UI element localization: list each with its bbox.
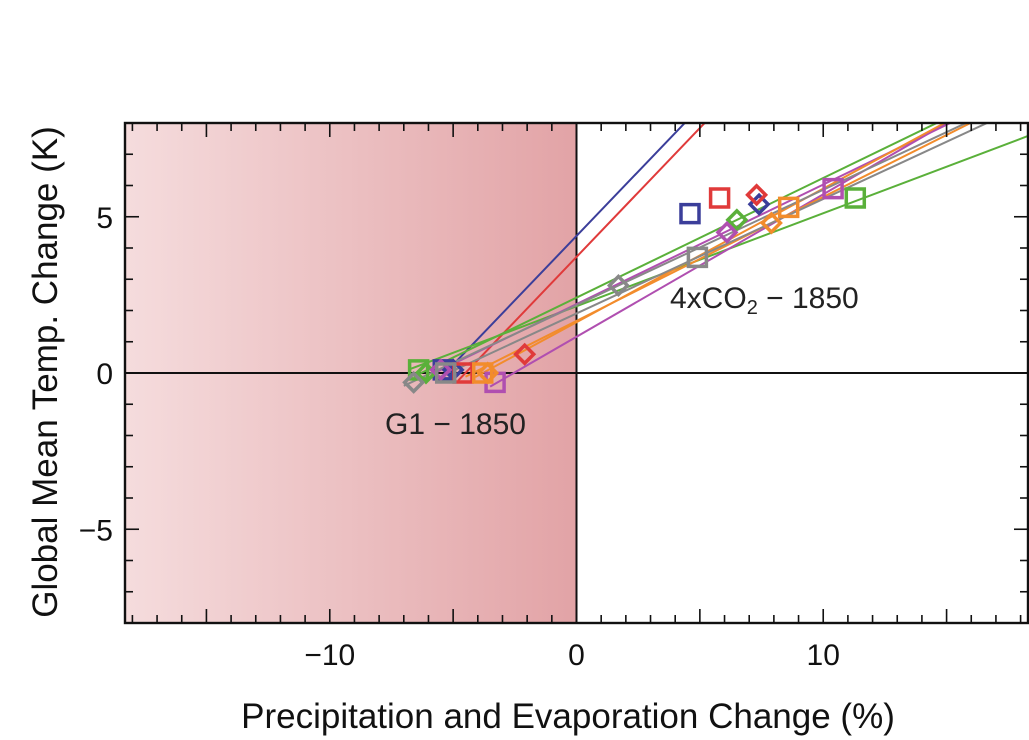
precipitation-marker bbox=[679, 202, 701, 225]
precipitation-marker bbox=[822, 177, 844, 200]
evaporation-marker bbox=[513, 342, 537, 366]
tick-marks bbox=[125, 123, 1028, 623]
precipitation-marker bbox=[471, 362, 494, 384]
evaporation-marker bbox=[715, 220, 739, 244]
evaporation-marker bbox=[725, 208, 749, 232]
precipitation-marker bbox=[844, 187, 867, 209]
precipitation-marker bbox=[686, 246, 709, 269]
co2-annotation-main: 4xCO bbox=[670, 282, 747, 315]
co2-annotation-subscript: 2 bbox=[747, 297, 758, 319]
precipitation-marker bbox=[434, 362, 457, 384]
fit-line bbox=[440, 123, 990, 378]
markers bbox=[402, 177, 867, 394]
evaporation-marker bbox=[476, 361, 500, 385]
evaporation-marker bbox=[745, 183, 769, 207]
fit-line bbox=[440, 123, 687, 379]
y-tick-label: 5 bbox=[96, 202, 113, 235]
co2-annotation: 4xCO2 − 1850 bbox=[670, 282, 859, 319]
evaporation-marker bbox=[429, 358, 453, 382]
fit-line bbox=[403, 123, 969, 387]
x-tick-label: 0 bbox=[568, 639, 585, 672]
x-axis-label: Precipitation and Evaporation Change (%) bbox=[241, 697, 895, 736]
zero-lines bbox=[125, 123, 1028, 623]
x-tick-label: −10 bbox=[304, 639, 355, 672]
y-axis-label: Global Mean Temp. Change (K) bbox=[26, 126, 65, 618]
x-tick-label: 10 bbox=[807, 639, 840, 672]
g1-annotation: G1 − 1850 bbox=[385, 408, 526, 441]
precipitation-marker bbox=[777, 196, 800, 219]
precipitation-marker bbox=[708, 187, 731, 209]
evaporation-marker bbox=[759, 211, 783, 235]
y-tick-label: −5 bbox=[79, 514, 113, 547]
evaporation-marker bbox=[606, 274, 630, 297]
fit-line bbox=[457, 123, 707, 382]
co2-annotation-tail: − 1850 bbox=[758, 282, 859, 315]
evaporation-marker bbox=[402, 370, 426, 394]
y-tick-label: 0 bbox=[96, 358, 113, 391]
tick-labels: −10 0 10 −5 0 5 bbox=[79, 202, 840, 672]
